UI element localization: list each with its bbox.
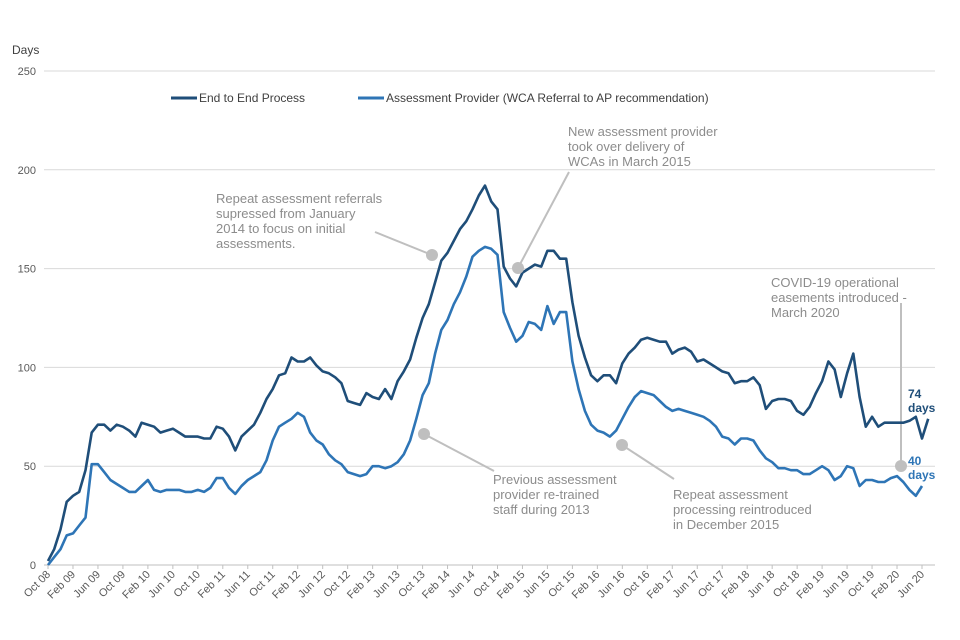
x-tick-label: Jun 18 (745, 569, 777, 601)
x-tick-label: Jun 16 (596, 569, 628, 601)
x-tick-label: Feb 19 (795, 569, 828, 602)
y-axis-ticks: 0 50 100 150 200 250 (18, 66, 36, 572)
x-tick-label: Feb 10 (120, 569, 153, 602)
annotation-leaders (374, 171, 902, 480)
y-axis-label: Days (12, 43, 39, 57)
y-tick-label: 250 (18, 66, 36, 78)
series-assessment-provider-line (46, 245, 924, 566)
annotation-text: easements introduced - (771, 290, 907, 305)
y-tick-label: 100 (18, 362, 36, 374)
annotation-text: in December 2015 (673, 517, 779, 532)
legend-label-end-to-end: End to End Process (199, 91, 305, 105)
annotation-text: COVID-19 operational (771, 275, 899, 290)
end-value-label: days (908, 401, 936, 415)
end-value-label: 40 (908, 454, 922, 468)
annotation-leader-line (621, 444, 675, 480)
annotation-marker (616, 439, 628, 451)
x-tick-label: Feb 20 (869, 569, 902, 602)
annotation-text: New assessment provider (568, 124, 718, 139)
annotation-leader-line (374, 231, 433, 256)
y-tick-label: 50 (24, 461, 36, 473)
annotation-leader-line (423, 433, 495, 472)
annotation-text: March 2020 (771, 305, 840, 320)
x-tick-label: Feb 11 (196, 569, 228, 601)
annotation-marker (512, 262, 524, 274)
y-tick-label: 0 (30, 560, 36, 572)
series-end-to-end-line (46, 184, 930, 562)
x-tick-label: Feb 17 (645, 569, 678, 602)
annotation-text: provider re-trained (493, 487, 599, 502)
annotation-marker (426, 249, 438, 261)
annotation-text: assessments. (216, 236, 295, 251)
y-tick-label: 200 (18, 165, 36, 177)
legend-label-assessment-provider: Assessment Provider (WCA Referral to AP … (386, 91, 709, 105)
x-tick-label: Jun 19 (820, 569, 852, 601)
annotation-text: took over delivery of (568, 139, 685, 154)
x-tick-label: Feb 15 (495, 569, 528, 602)
x-tick-label: Jun 12 (296, 569, 328, 601)
annotation-marker (418, 428, 430, 440)
annotation-text: Repeat assessment (673, 487, 788, 502)
y-tick-label: 150 (18, 264, 36, 276)
series-lines (46, 184, 930, 566)
annotation-text: Repeat assessment referrals (216, 191, 383, 206)
x-tick-label: Jun 20 (895, 569, 927, 601)
x-tick-label: Feb 16 (570, 569, 603, 602)
x-tick-label: Feb 13 (345, 569, 378, 602)
x-tick-label: Feb 14 (420, 569, 453, 602)
x-tick-label: Jun 14 (446, 569, 478, 601)
annotation-text: staff during 2013 (493, 502, 590, 517)
x-tick-label: Feb 09 (45, 569, 78, 602)
annotation-text: supressed from January (216, 206, 356, 221)
x-tick-label: Jun 11 (222, 569, 253, 600)
annotation-leader-line (517, 171, 570, 269)
x-tick-label: Feb 12 (270, 569, 303, 602)
annotation-text: WCAs in March 2015 (568, 154, 691, 169)
annotation-marker (895, 460, 907, 472)
end-value-label: days (908, 468, 936, 482)
x-tick-label: Jun 13 (371, 569, 403, 601)
gridlines (44, 70, 935, 566)
annotation-markers (418, 249, 907, 472)
x-tick-label: Jun 15 (521, 569, 553, 601)
end-value-label: 74 (908, 387, 922, 401)
x-tick-label: Feb 18 (720, 569, 753, 602)
legend: End to End Process Assessment Provider (… (171, 91, 709, 105)
x-tick-label: Jun 17 (671, 569, 703, 601)
annotation-text: Previous assessment (493, 472, 617, 487)
annotation-text: 2014 to focus on initial (216, 221, 345, 236)
annotation-text: processing reintroduced (673, 502, 812, 517)
x-tick-label: Jun 10 (146, 569, 178, 601)
x-tick-label: Jun 09 (71, 569, 103, 601)
